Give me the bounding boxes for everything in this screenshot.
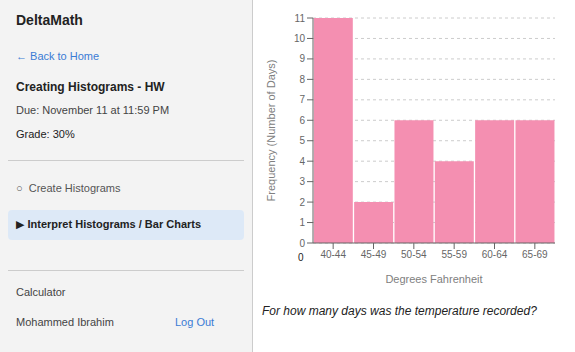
html-text:Log Out: Log Out: [175, 316, 215, 328]
html-text:○ Create Histograms: ○ Create Histograms: [16, 182, 121, 194]
svg-text:10: 10: [294, 33, 306, 44]
svg-text:50-54: 50-54: [401, 249, 427, 260]
svg-text:4: 4: [299, 156, 305, 167]
svg-text:40-44: 40-44: [320, 249, 346, 260]
html-text:For how many days was the temp: For how many days was the temperature re…: [262, 304, 537, 318]
html-text:0: 0: [298, 252, 304, 263]
svg-text:60-64: 60-64: [482, 249, 508, 260]
html-text:← Back to Home: ← Back to Home: [16, 50, 100, 62]
svg-text:55-59: 55-59: [441, 249, 467, 260]
svg-text:6: 6: [299, 115, 305, 126]
html-text:Creating Histograms - HW: Creating Histograms - HW: [16, 80, 165, 94]
svg-text:Degrees Fahrenheit: Degrees Fahrenheit: [385, 273, 482, 285]
svg-text:7: 7: [299, 94, 305, 105]
svg-text:1: 1: [299, 217, 305, 228]
html-text:Mohammed Ibrahim: Mohammed Ibrahim: [16, 316, 114, 328]
svg-text:11: 11: [295, 13, 306, 24]
svg-text:5: 5: [299, 135, 305, 146]
svg-text:0: 0: [299, 238, 305, 249]
html-text:Calculator: Calculator: [16, 286, 66, 298]
svg-text:9: 9: [299, 53, 305, 64]
html-text:▶ Interpret Histograms / Bar C: ▶ Interpret Histograms / Bar Charts: [16, 218, 202, 230]
html-text:Due: November 11 at 11:59 PM: Due: November 11 at 11:59 PM: [16, 104, 170, 116]
svg-text:Frequency (Number of Days): Frequency (Number of Days): [265, 60, 277, 202]
html-text:Grade: 30%: Grade: 30%: [16, 128, 75, 140]
html-text:DeltaMath: DeltaMath: [16, 12, 83, 28]
svg-text:45-49: 45-49: [361, 249, 387, 260]
svg-text:3: 3: [299, 176, 305, 187]
svg-text:8: 8: [299, 74, 305, 85]
svg-text:2: 2: [299, 197, 305, 208]
svg-text:65-69: 65-69: [522, 249, 548, 260]
